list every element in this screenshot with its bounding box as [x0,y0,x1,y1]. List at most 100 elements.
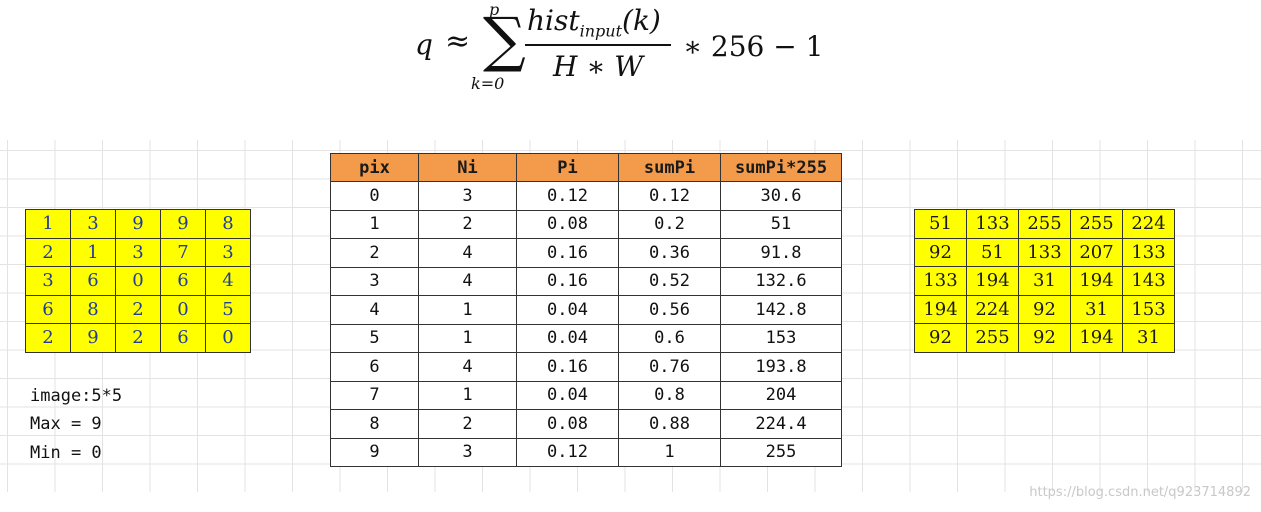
matrix-cell: 2 [25,323,71,353]
col-header-ni: Ni [418,153,517,182]
matrix-cell: 3 [115,237,161,267]
matrix-cell: 194 [914,294,967,324]
table-cell: 0.2 [618,209,721,239]
matrix-cell: 7 [160,237,206,267]
table-cell: 0.6 [618,323,721,353]
matrix-cell: 255 [1018,209,1071,239]
table-cell: 0.04 [516,380,619,410]
table-cell: 0.12 [516,181,619,211]
min-value-label: Min = 0 [30,443,102,463]
table-cell: 2 [330,238,419,268]
matrix-cell: 224 [1122,209,1175,239]
watermark-url: https://blog.csdn.net/q923714892 [1029,485,1251,500]
table-cell: 0.04 [516,323,619,353]
table-cell: 3 [418,437,517,467]
table-cell: 224.4 [720,409,842,439]
table-row: 0 3 0.12 0.12 30.6 [330,181,842,211]
matrix-cell: 2 [115,294,161,324]
matrix-cell: 9 [160,209,206,239]
table-cell: 9 [330,437,419,467]
matrix-cell: 6 [160,323,206,353]
formula-approx-sign: ≈ [445,24,471,59]
matrix-cell: 6 [25,294,71,324]
table-cell: 255 [720,437,842,467]
table-row: 8 2 0.08 0.88 224.4 [330,409,842,439]
table-cell: 1 [418,295,517,325]
table-cell: 3 [330,266,419,296]
table-row: 1 2 0.08 0.2 51 [330,209,842,239]
matrix-cell: 133 [914,266,967,296]
table-cell: 0 [330,181,419,211]
numerator-arg: (k) [622,4,661,37]
histogram-table: pix Ni Pi sumPi sumPi*255 0 3 0.12 0.12 30.6… [330,153,842,467]
matrix-cell: 4 [205,266,251,296]
output-image-matrix: 51 133 255 255 224 92 51 133 207 133 133 194 31 194 14… [914,209,1175,353]
sum-lower-limit: k=0 [471,74,505,93]
matrix-cell: 3 [70,209,116,239]
table-cell: 7 [330,380,419,410]
matrix-cell: 3 [25,266,71,296]
table-row: 9 3 0.12 1 255 [330,437,842,467]
table-cell: 4 [418,266,517,296]
formula-lhs: q [415,28,433,61]
col-header-pix: pix [330,153,419,182]
table-cell: 8 [330,409,419,439]
matrix-cell: 143 [1122,266,1175,296]
matrix-cell: 51 [914,209,967,239]
table-cell: 0.16 [516,352,619,382]
header-row: pix Ni Pi sumPi sumPi*255 [330,153,842,182]
table-row: 7 1 0.04 0.8 204 [330,380,842,410]
matrix-cell: 0 [205,323,251,353]
matrix-cell: 1 [70,237,116,267]
table-cell: 0.04 [516,295,619,325]
table-cell: 142.8 [720,295,842,325]
table-cell: 2 [418,409,517,439]
matrix-cell: 31 [1018,266,1071,296]
matrix-cell: 2 [115,323,161,353]
table-row: 3 4 0.16 0.52 132.6 [330,266,842,296]
table-cell: 1 [618,437,721,467]
col-header-sumpi-255: sumPi*255 [720,153,842,182]
table-row: 5 1 0.04 0.6 153 [330,323,842,353]
matrix-cell: 133 [1122,237,1175,267]
matrix-cell: 6 [160,266,206,296]
image-size-label: image:5*5 [30,386,123,406]
table-cell: 6 [330,352,419,382]
table-cell: 0.16 [516,266,619,296]
table-cell: 153 [720,323,842,353]
matrix-cell: 92 [1018,294,1071,324]
table-cell: 0.12 [516,437,619,467]
matrix-cell: 194 [1070,323,1123,353]
matrix-cell: 8 [70,294,116,324]
matrix-cell: 1 [25,209,71,239]
table-cell: 0.08 [516,409,619,439]
table-cell: 0.8 [618,380,721,410]
table-cell: 5 [330,323,419,353]
matrix-cell: 6 [70,266,116,296]
table-cell: 204 [720,380,842,410]
table-cell: 4 [418,352,517,382]
table-cell: 0.12 [618,181,721,211]
table-cell: 30.6 [720,181,842,211]
col-header-pi: Pi [516,153,619,182]
matrix-cell: 0 [160,294,206,324]
formula-numerator: histinput(k) [527,4,661,41]
numerator-base: hist [527,4,580,37]
table-cell: 1 [418,323,517,353]
matrix-cell: 224 [966,294,1019,324]
matrix-cell: 51 [966,237,1019,267]
table-cell: 0.76 [618,352,721,382]
matrix-cell: 31 [1070,294,1123,324]
matrix-cell: 3 [205,237,251,267]
numerator-subscript: input [579,21,623,41]
table-cell: 132.6 [720,266,842,296]
table-cell: 193.8 [720,352,842,382]
table-cell: 1 [418,380,517,410]
table-cell: 2 [418,209,517,239]
